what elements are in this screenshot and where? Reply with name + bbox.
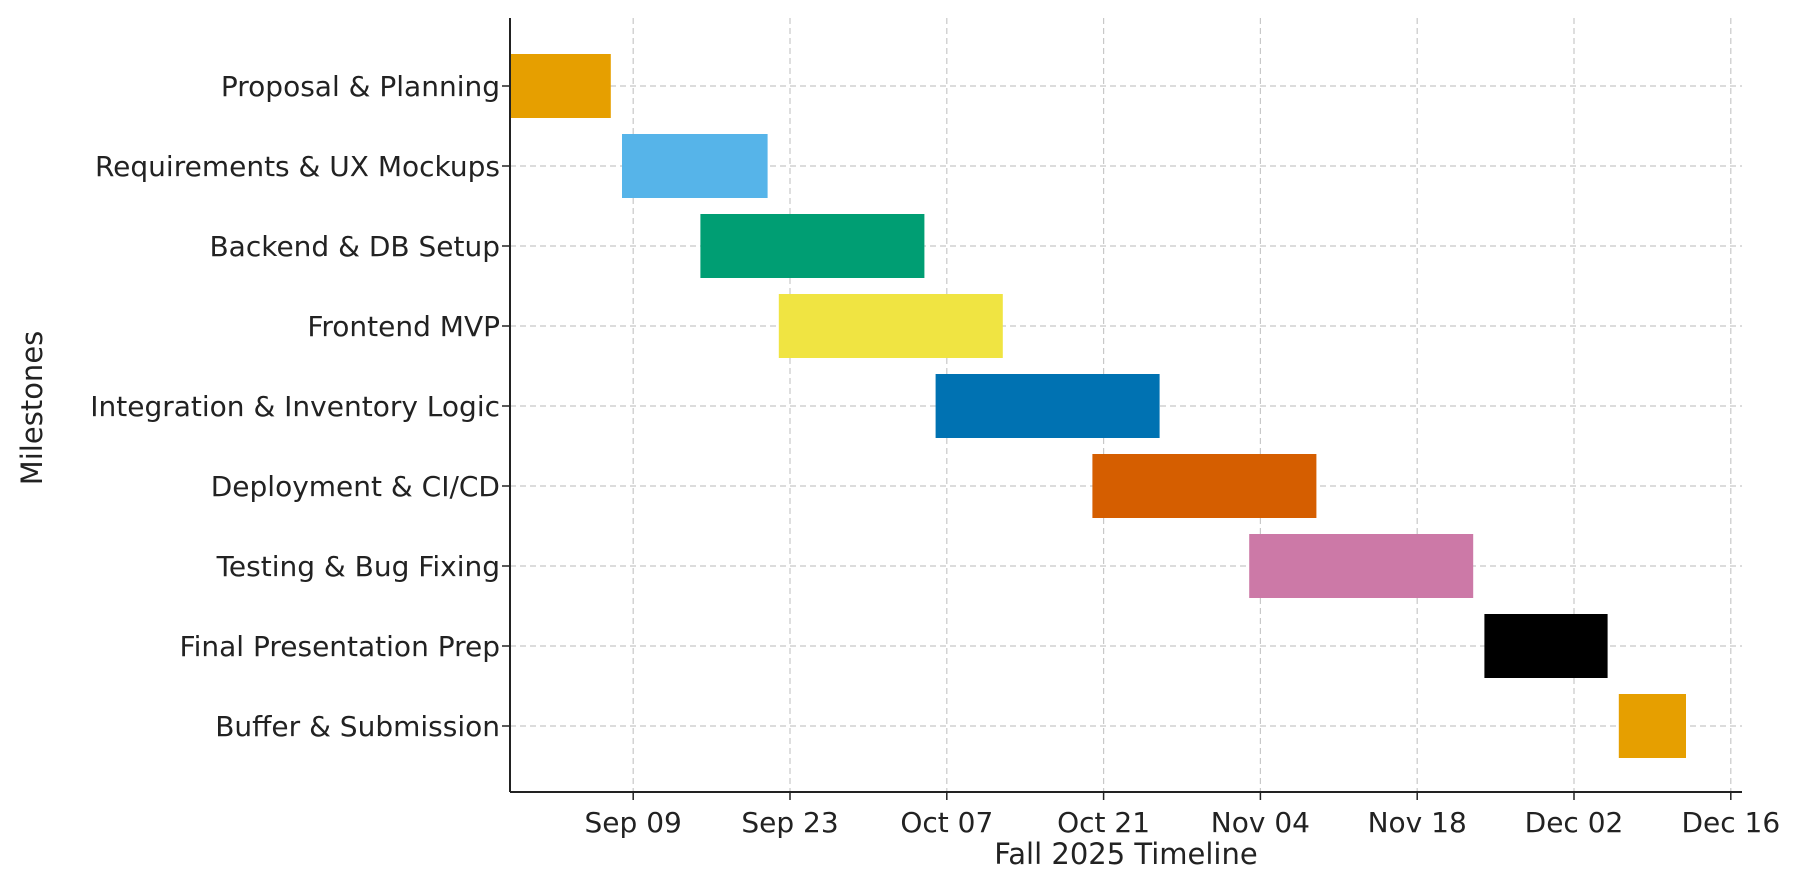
x-tick-label: Sep 23 bbox=[741, 806, 838, 839]
task-label: Integration & Inventory Logic bbox=[90, 390, 500, 423]
task-bar bbox=[622, 134, 768, 198]
task-bar bbox=[510, 54, 611, 118]
x-tick-label: Dec 02 bbox=[1525, 806, 1624, 839]
task-label: Final Presentation Prep bbox=[180, 630, 500, 663]
task-bar bbox=[778, 294, 1003, 358]
task-bar bbox=[1484, 614, 1608, 678]
task-label: Proposal & Planning bbox=[221, 70, 500, 103]
y-axis-title: Milestones bbox=[15, 331, 49, 486]
task-label: Deployment & CI/CD bbox=[211, 470, 500, 503]
label-layer: Sep 09 Sep 23 Oct 07 Oct 21 Nov 04 Nov 18 Dec … bbox=[90, 70, 1780, 839]
x-tick-label: Sep 09 bbox=[585, 806, 682, 839]
axis-layer bbox=[502, 18, 1742, 800]
task-label: Buffer & Submission bbox=[215, 710, 500, 743]
task-label: Testing & Bug Fixing bbox=[216, 550, 500, 583]
bar-layer bbox=[510, 54, 1686, 758]
x-tick-label: Oct 07 bbox=[900, 806, 993, 839]
x-axis-title: Fall 2025 Timeline bbox=[994, 837, 1257, 871]
x-tick-label: Nov 04 bbox=[1211, 806, 1310, 839]
task-label: Requirements & UX Mockups bbox=[95, 150, 500, 183]
x-tick-label: Nov 18 bbox=[1368, 806, 1467, 839]
task-label: Backend & DB Setup bbox=[209, 230, 500, 263]
task-bar bbox=[1092, 454, 1317, 518]
x-tick-label: Dec 16 bbox=[1681, 806, 1780, 839]
task-bar bbox=[1618, 694, 1686, 758]
task-bar bbox=[935, 374, 1160, 438]
task-bar bbox=[1249, 534, 1474, 598]
x-tick-label: Oct 21 bbox=[1057, 806, 1150, 839]
task-bar bbox=[700, 214, 925, 278]
task-label: Frontend MVP bbox=[307, 310, 500, 343]
